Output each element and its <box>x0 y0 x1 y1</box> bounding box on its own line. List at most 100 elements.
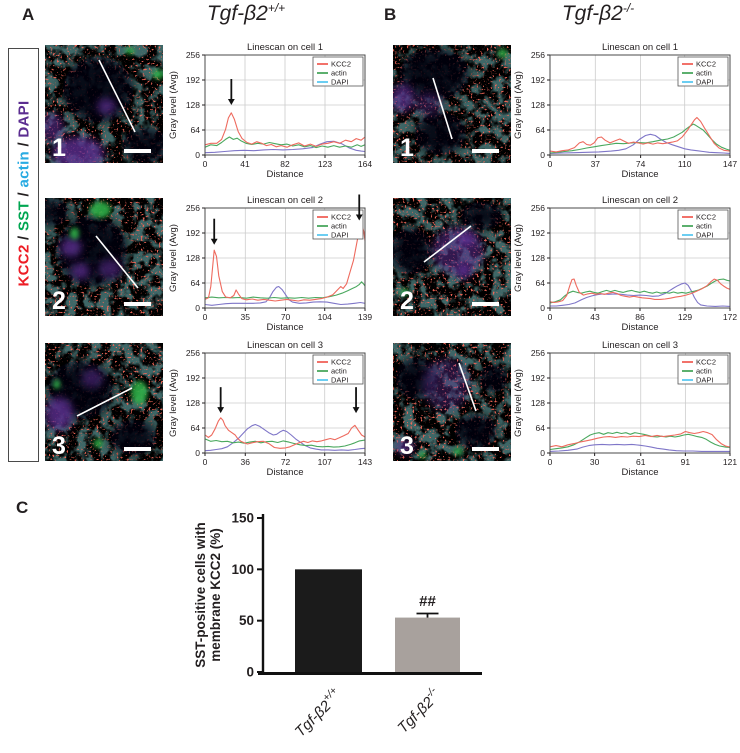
legend-label: KCC2 <box>696 358 716 367</box>
y-tick-label: 192 <box>531 228 545 238</box>
linescan-a-cell-2: 0 64 128 192 256 0 35 70 104 139 Linescan on cell … <box>168 194 372 333</box>
x-tick-label: 107 <box>318 457 332 467</box>
y-tick-label: 256 <box>531 203 545 213</box>
x-tick-label: 74 <box>636 159 646 169</box>
x-tick-label: 172 <box>723 312 737 322</box>
series-dapi <box>550 133 730 154</box>
micrograph-a-cell-2: 2 <box>45 198 163 316</box>
linescan-line <box>458 362 477 412</box>
y-tick-label: 0 <box>195 448 200 458</box>
x-tick-label: 0 <box>203 457 208 467</box>
y-tick-label: 64 <box>536 423 546 433</box>
series-kcc2 <box>205 417 365 449</box>
series-dapi <box>205 423 365 452</box>
significance-annotation: ## <box>419 593 436 610</box>
y-tick-label: 192 <box>186 373 200 383</box>
y-axis-label: Gray level (Avg) <box>168 369 179 437</box>
y-tick-label: 256 <box>531 348 545 358</box>
y-tick-label: 64 <box>191 423 201 433</box>
y-tick-label: 128 <box>186 253 200 263</box>
bar-tgfb2-knockout <box>395 617 460 672</box>
x-tick-label: 91 <box>681 457 691 467</box>
plot-title: Linescan on cell 2 <box>247 195 323 206</box>
bar-chart-membrane-kcc2: 0 50 100 150 SST-positive cells withmembrane… <box>193 511 482 740</box>
stain-legend-box: KCC2 / SST / actin / DAPI <box>8 48 39 462</box>
x-tick-label: 0 <box>548 159 553 169</box>
x-tick-label: 37 <box>591 159 601 169</box>
cell-number-label: 1 <box>52 134 66 162</box>
series-kcc2 <box>205 112 365 148</box>
linescan-line <box>95 235 139 289</box>
y-tick-label: 128 <box>186 398 200 408</box>
genotype-title-knockout-base: Tgf-β2 <box>561 2 623 25</box>
cell-number-label: 3 <box>52 432 66 460</box>
series-dapi <box>205 140 365 154</box>
y-axis-label: Gray level (Avg) <box>168 71 179 139</box>
y-tick-label: 256 <box>186 203 200 213</box>
series-actin <box>550 123 730 154</box>
y-axis-label: Gray level (Avg) <box>168 224 179 292</box>
legend-label: KCC2 <box>331 60 351 69</box>
micrograph-b-cell-2: 2 <box>393 198 511 316</box>
membrane-peak-arrow <box>217 407 225 414</box>
legend-label: DAPI <box>696 78 714 87</box>
legend-label: DAPI <box>331 376 349 385</box>
plot-title: Linescan on cell 1 <box>247 42 323 53</box>
scale-bar <box>124 447 151 451</box>
legend-label: actin <box>331 367 347 376</box>
cell-number-label: 3 <box>400 432 414 460</box>
y-tick-label: 256 <box>531 50 545 60</box>
dapi-nucleus <box>70 262 90 280</box>
y-tick-label: 64 <box>191 278 201 288</box>
linescan-line <box>423 225 472 263</box>
micrograph-a-cell-3: 3 <box>45 343 163 461</box>
linescan-line <box>76 387 133 417</box>
bar-y-tick-label: 150 <box>231 511 254 526</box>
bar-category-label: Tgf-β2-/- <box>392 684 444 736</box>
linescan-b-cell-2: 0 64 128 192 256 0 43 86 129 172 Linescan on cell … <box>513 195 737 333</box>
legend-label: actin <box>696 222 712 231</box>
micrograph-svg: 2 <box>393 198 511 316</box>
dapi-nucleus <box>45 397 74 431</box>
bar-y-axis-label: SST-positive cells withmembrane KCC2 (%) <box>193 522 223 668</box>
y-axis-label: Gray level (Avg) <box>513 369 524 437</box>
dapi-nucleus <box>395 439 415 454</box>
x-axis-label: Distance <box>622 467 659 478</box>
x-tick-label: 110 <box>678 159 692 169</box>
x-tick-label: 123 <box>318 159 332 169</box>
series-kcc2 <box>550 278 730 304</box>
dapi-nucleus <box>52 137 104 163</box>
micrograph-a-cell-1: 1 <box>45 45 163 163</box>
dapi-nucleus <box>98 259 122 279</box>
x-tick-label: 43 <box>590 312 600 322</box>
x-axis-label: Distance <box>267 322 304 333</box>
sst-patch <box>93 438 103 449</box>
x-tick-label: 121 <box>723 457 737 467</box>
plot-title: Linescan on cell 3 <box>247 340 323 351</box>
x-axis-label: Distance <box>622 322 659 333</box>
series-actin <box>550 431 730 451</box>
dapi-nucleus <box>45 113 64 142</box>
scale-bar <box>124 302 151 306</box>
y-tick-label: 0 <box>195 150 200 160</box>
x-tick-label: 129 <box>678 312 692 322</box>
genotype-title-knockout-sup: -/- <box>622 1 635 15</box>
y-tick-label: 0 <box>540 303 545 313</box>
sst-patch <box>53 379 61 390</box>
series-dapi <box>550 282 730 307</box>
x-tick-label: 0 <box>548 312 553 322</box>
micrograph-svg: 2 <box>45 198 163 316</box>
y-tick-label: 128 <box>186 100 200 110</box>
micrograph-b-cell-1: 1 <box>393 45 511 163</box>
legend-label: DAPI <box>331 78 349 87</box>
x-tick-label: 82 <box>280 159 290 169</box>
panel-b-label: B <box>384 5 397 24</box>
y-tick-label: 64 <box>191 125 201 135</box>
bar-tgfb2-wildtype <box>295 569 362 672</box>
dapi-nucleus <box>96 98 116 115</box>
x-tick-label: 72 <box>281 457 291 467</box>
sst-patch <box>418 451 427 459</box>
y-tick-label: 64 <box>536 125 546 135</box>
genotype-title-wildtype-base: Tgf-β2 <box>206 2 268 25</box>
micrograph-svg: 1 <box>393 45 511 163</box>
